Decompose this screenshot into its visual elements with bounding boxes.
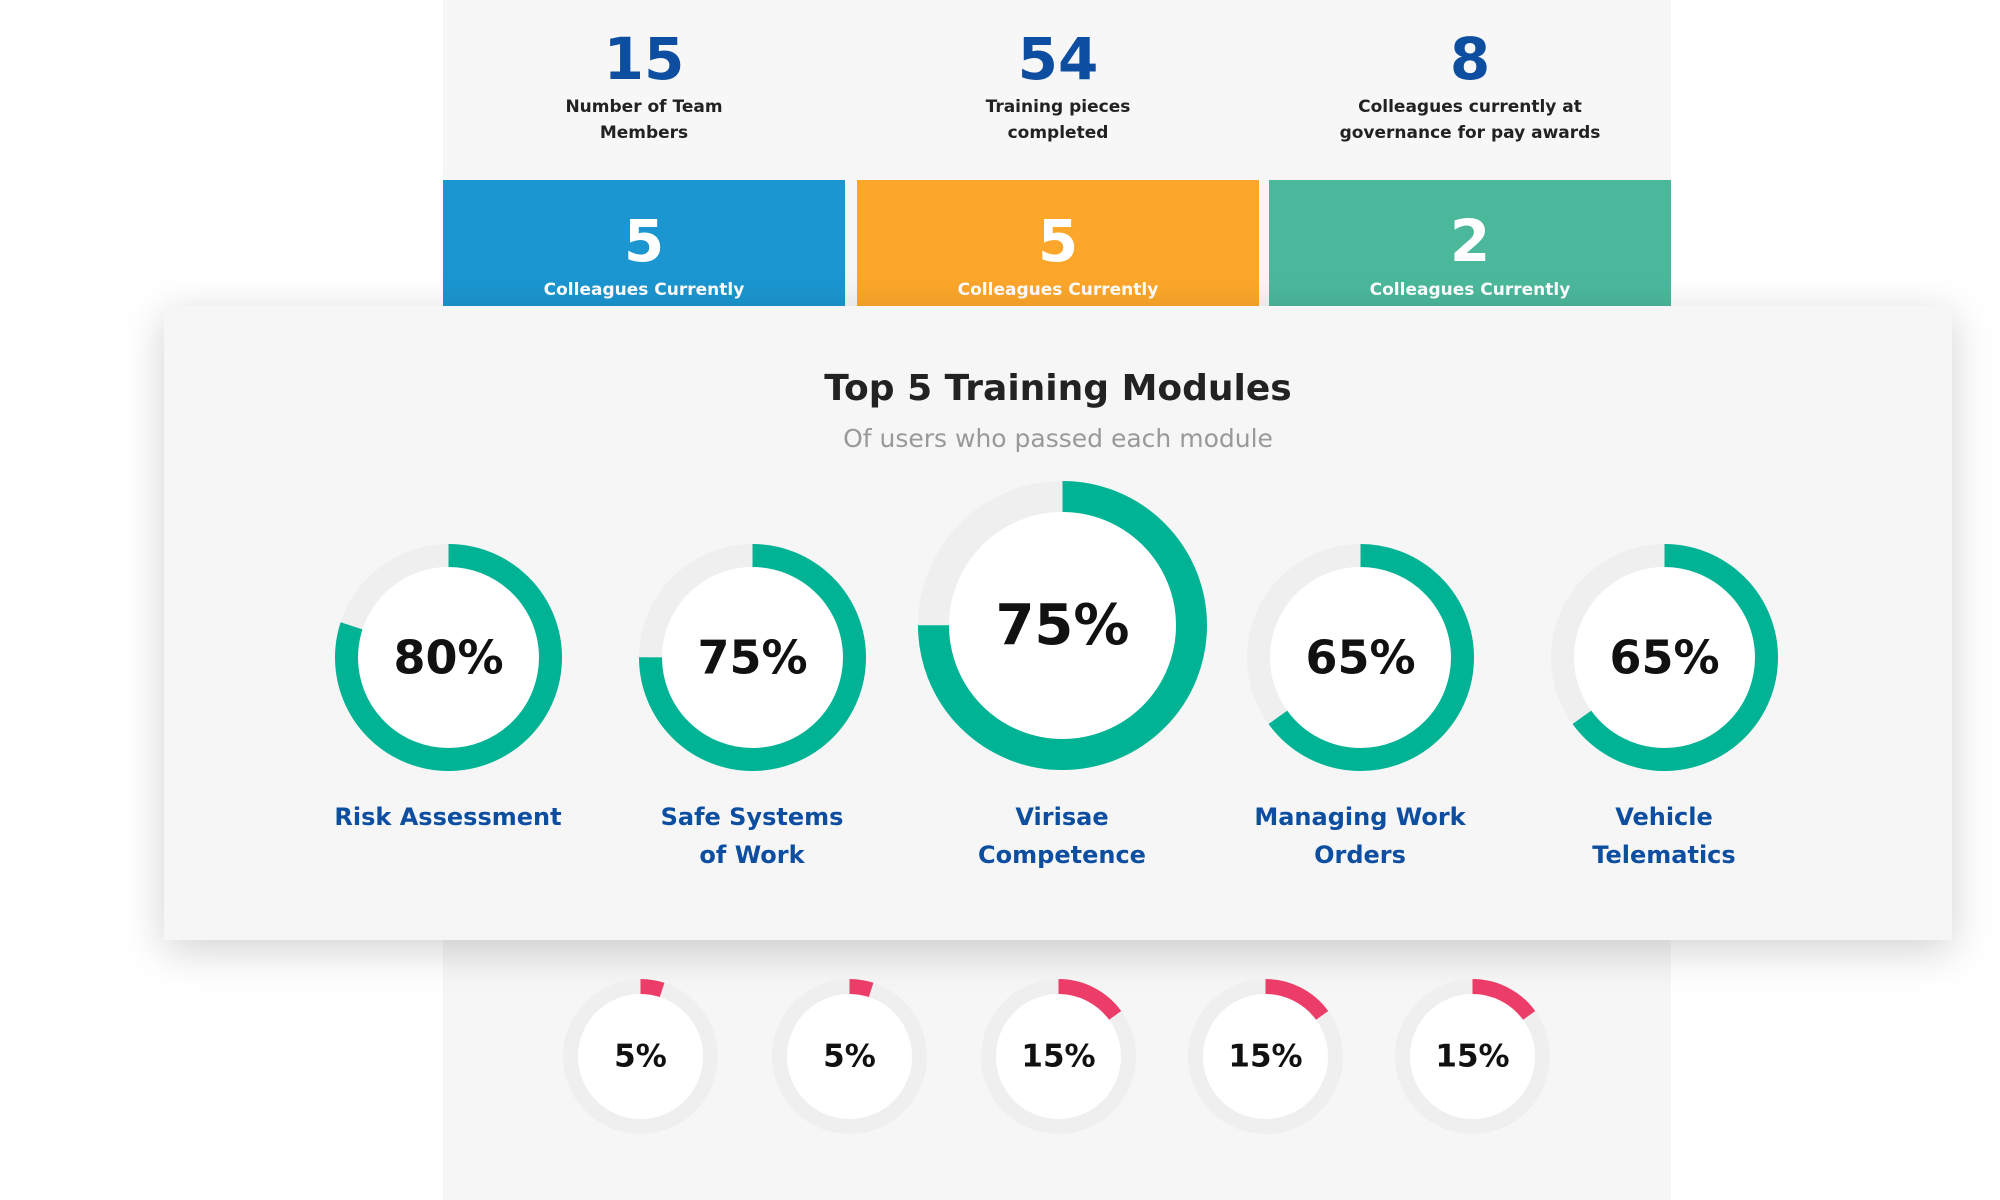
panel-title: Top 5 Training Modules bbox=[824, 368, 1292, 409]
status-label: Colleagues Currently bbox=[957, 280, 1159, 300]
donut-arc bbox=[638, 543, 866, 771]
stat-value: 15 bbox=[603, 25, 685, 93]
donut-arc bbox=[1550, 543, 1778, 771]
donut: 15% bbox=[1187, 978, 1343, 1134]
donut: 5% bbox=[771, 978, 927, 1134]
donut-arc bbox=[980, 978, 1136, 1134]
module-label: Vehicle bbox=[1615, 803, 1713, 831]
donut-center bbox=[786, 993, 912, 1119]
donut: 65% bbox=[1550, 543, 1778, 771]
donut-value: 15% bbox=[1228, 1038, 1302, 1074]
donut-arc bbox=[334, 543, 562, 771]
stat-label: Number of Team bbox=[565, 97, 723, 117]
donut-center bbox=[995, 993, 1121, 1119]
donut: 15% bbox=[1394, 978, 1550, 1134]
stat-card: 8 Colleagues currently at governance for p… bbox=[1269, 0, 1671, 171]
donut-center bbox=[357, 566, 539, 748]
stat-label: Members bbox=[599, 123, 689, 143]
donut-value: 75% bbox=[697, 630, 807, 684]
module-label: of Work bbox=[699, 841, 805, 869]
stat-label: completed bbox=[1007, 123, 1109, 143]
stat-value: 54 bbox=[1017, 25, 1099, 93]
donut-value: 15% bbox=[1435, 1038, 1509, 1074]
status-card: 5 Colleagues Currently bbox=[443, 180, 845, 306]
donut-center bbox=[1269, 566, 1451, 748]
donut-arc bbox=[1187, 978, 1343, 1134]
donut-arc bbox=[771, 978, 927, 1134]
module-label: Competence bbox=[978, 841, 1146, 869]
donut-arc bbox=[917, 480, 1207, 770]
donut: 5% bbox=[562, 978, 718, 1134]
donut-center bbox=[577, 993, 703, 1119]
donut-center bbox=[1573, 566, 1755, 748]
donut-value: 65% bbox=[1305, 630, 1415, 684]
donut-value: 65% bbox=[1609, 630, 1719, 684]
donut-value: 5% bbox=[614, 1038, 667, 1074]
donut-center bbox=[1409, 993, 1535, 1119]
stat-value: 8 bbox=[1449, 25, 1491, 93]
donut: 75% bbox=[638, 543, 866, 771]
stat-label: governance for pay awards bbox=[1339, 123, 1601, 143]
donut-arc bbox=[1246, 543, 1474, 771]
stat-label: Training pieces bbox=[985, 97, 1131, 117]
donut-value: 15% bbox=[1021, 1038, 1095, 1074]
donut: 15% bbox=[980, 978, 1136, 1134]
donut-value: 80% bbox=[393, 630, 503, 684]
donut: 75% bbox=[917, 480, 1207, 770]
panel-subtitle: Of users who passed each module bbox=[843, 424, 1273, 453]
donut: 65% bbox=[1246, 543, 1474, 771]
module-label: Risk Assessment bbox=[334, 803, 562, 831]
module-label: Virisae bbox=[1015, 803, 1109, 831]
status-card: 2 Colleagues Currently bbox=[1269, 180, 1671, 306]
stat-label: Colleagues currently at bbox=[1358, 97, 1582, 117]
status-card: 5 Colleagues Currently bbox=[857, 180, 1259, 306]
status-label: Colleagues Currently bbox=[543, 280, 745, 300]
donut-arc bbox=[1394, 978, 1550, 1134]
status-value: 2 bbox=[1449, 207, 1491, 275]
donut-center bbox=[661, 566, 843, 748]
module-label: Safe Systems bbox=[660, 803, 844, 831]
donut-arc bbox=[562, 978, 718, 1134]
stat-card: 54 Training pieces completed bbox=[857, 0, 1259, 171]
stat-card: 15 Number of Team Members bbox=[443, 0, 845, 171]
module-label: Orders bbox=[1314, 841, 1406, 869]
donut-value: 75% bbox=[995, 593, 1129, 658]
donut: 80% bbox=[334, 543, 562, 771]
status-label: Colleagues Currently bbox=[1369, 280, 1571, 300]
status-value: 5 bbox=[1037, 207, 1079, 275]
donut-value: 5% bbox=[823, 1038, 876, 1074]
status-value: 5 bbox=[623, 207, 665, 275]
module-label: Telematics bbox=[1592, 841, 1736, 869]
module-label: Managing Work bbox=[1254, 803, 1466, 831]
donut-center bbox=[1202, 993, 1328, 1119]
donut-center bbox=[948, 511, 1176, 739]
